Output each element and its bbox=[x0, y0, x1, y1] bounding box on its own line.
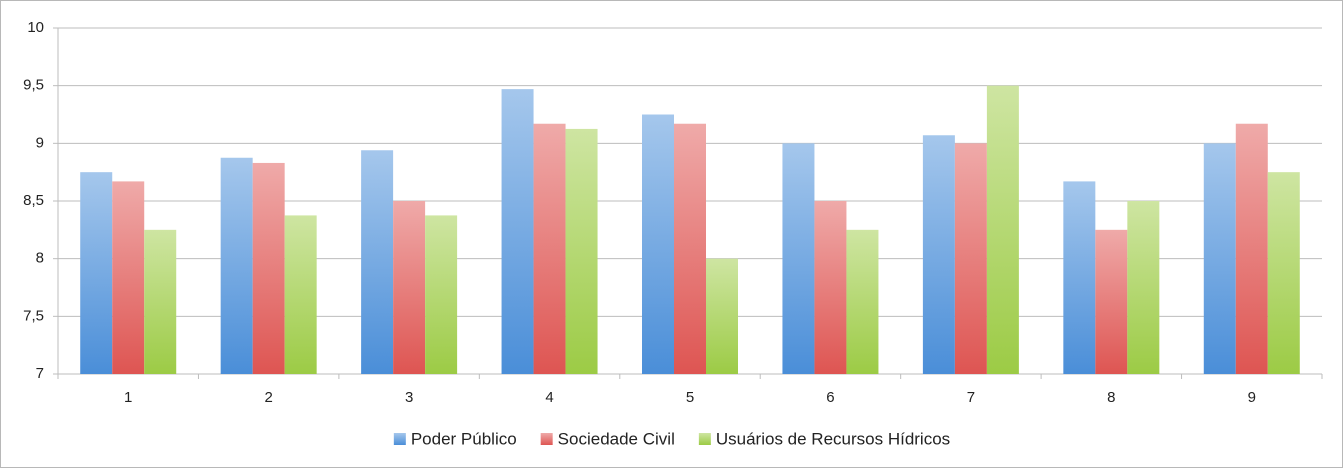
bar bbox=[393, 201, 426, 374]
bar bbox=[425, 215, 458, 374]
x-tick-label: 6 bbox=[826, 389, 834, 406]
y-tick-label: 10 bbox=[27, 19, 44, 36]
bar bbox=[1095, 229, 1128, 374]
y-tick-label: 8 bbox=[36, 250, 44, 267]
bar bbox=[814, 201, 847, 374]
bar bbox=[1267, 172, 1300, 374]
x-tick-label: 7 bbox=[967, 389, 975, 406]
bar bbox=[252, 162, 285, 374]
bar bbox=[1235, 123, 1268, 374]
bar bbox=[706, 258, 738, 374]
y-tick-label: 7,5 bbox=[23, 307, 44, 324]
bar bbox=[565, 128, 598, 374]
bar bbox=[846, 229, 879, 374]
bar bbox=[533, 123, 566, 374]
legend-label: Sociedade Civil bbox=[558, 429, 675, 448]
legend: Poder Público Sociedade Civil Usuários de … bbox=[393, 429, 950, 448]
x-tick-label: 5 bbox=[686, 389, 694, 406]
bar bbox=[642, 114, 674, 374]
y-tick-label: 7 bbox=[36, 365, 44, 382]
bar bbox=[782, 143, 815, 374]
legend-swatch bbox=[393, 433, 406, 445]
bar bbox=[1203, 143, 1236, 374]
bar bbox=[674, 123, 706, 374]
bar bbox=[284, 215, 317, 374]
bar bbox=[361, 150, 394, 374]
x-tick-label: 4 bbox=[545, 389, 553, 406]
legend-swatch bbox=[540, 433, 553, 445]
bar bbox=[112, 181, 145, 374]
legend-label: Usuários de Recursos Hídricos bbox=[716, 429, 950, 448]
bar bbox=[986, 85, 1019, 375]
y-tick-label: 9,5 bbox=[23, 77, 44, 94]
legend-swatch bbox=[698, 433, 711, 445]
bar bbox=[922, 135, 955, 374]
bar bbox=[1063, 181, 1096, 374]
x-tick-label: 2 bbox=[264, 389, 272, 406]
bar bbox=[954, 143, 987, 374]
x-tick-label: 1 bbox=[124, 389, 132, 406]
x-tick-label: 9 bbox=[1248, 389, 1256, 406]
y-tick-label: 8,5 bbox=[23, 192, 44, 209]
bar bbox=[220, 157, 253, 374]
x-tick-label: 3 bbox=[405, 389, 413, 406]
bar bbox=[144, 229, 177, 374]
legend-label: Poder Público bbox=[411, 429, 517, 448]
bar bbox=[80, 172, 113, 374]
bar bbox=[501, 89, 534, 375]
y-tick-label: 9 bbox=[36, 134, 44, 151]
x-tick-label: 8 bbox=[1107, 389, 1115, 406]
bar bbox=[1127, 201, 1160, 374]
